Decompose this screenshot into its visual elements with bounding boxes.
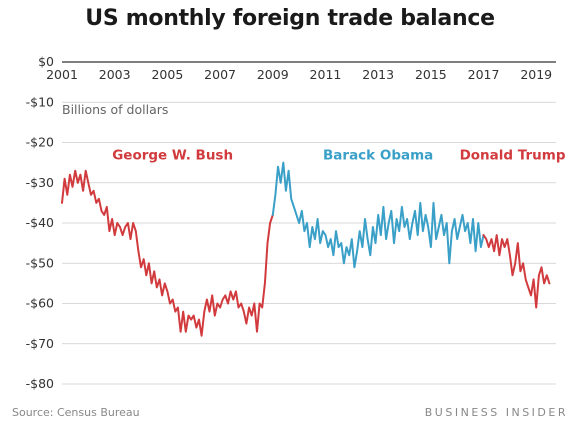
x-axis-tick-labels: 2001 2003 2005 2007 2009 2011 2013 2015 2017 2019	[46, 67, 552, 82]
series-line-donald-trump	[482, 234, 551, 309]
x-tick-label: 2013	[362, 67, 394, 82]
x-tick-label: 2003	[99, 67, 131, 82]
y-tick-label: -$80	[26, 376, 54, 391]
annotation-label: Barack Obama	[323, 148, 433, 164]
brand-logo-text: BUSINESS INSIDER	[424, 406, 568, 419]
x-tick-label: 2001	[46, 67, 78, 82]
series-line-george-w-bush	[61, 169, 274, 337]
x-tick-label: 2005	[151, 67, 183, 82]
y-tick-label: -$20	[26, 135, 54, 150]
x-tick-label: 2015	[415, 67, 447, 82]
x-tick-label: 2011	[310, 67, 342, 82]
chart-title: US monthly foreign trade balance	[85, 6, 495, 31]
y-tick-label: -$50	[26, 255, 54, 270]
y-tick-label: -$10	[26, 94, 54, 109]
x-tick-label: 2009	[257, 67, 289, 82]
series-lines	[61, 161, 551, 337]
y-axis-unit-label: Billions of dollars	[62, 102, 168, 117]
y-tick-label: -$60	[26, 296, 54, 311]
y-axis-tick-labels: $0 -$10 -$20 -$30 -$40 -$50 -$60 -$70 -$80	[26, 54, 54, 391]
annotation-label: Donald Trump	[460, 148, 566, 164]
y-tick-label: -$70	[26, 336, 54, 351]
source-note: Source: Census Bureau	[12, 406, 140, 419]
x-tick-label: 2017	[468, 67, 500, 82]
y-tick-label: -$30	[26, 175, 54, 190]
y-tick-label: -$40	[26, 215, 54, 230]
x-tick-label: 2007	[204, 67, 236, 82]
series-line-barack-obama	[271, 161, 485, 269]
president-labels: George W. Bush Barack Obama Donald Trump	[112, 148, 566, 164]
grid-lines	[62, 61, 556, 385]
x-tick-label: 2019	[520, 67, 552, 82]
y-tick-label: $0	[38, 54, 54, 69]
annotation-label: George W. Bush	[112, 148, 233, 164]
